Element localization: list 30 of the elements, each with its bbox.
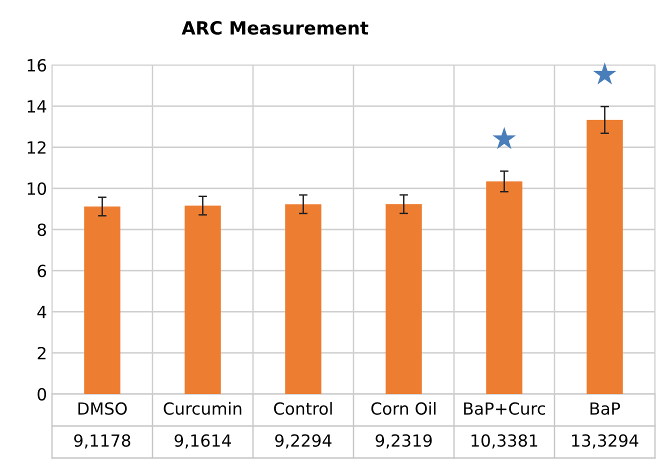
y-tick-label: 0: [38, 388, 46, 401]
y-tick-label: 10: [28, 182, 46, 195]
data-label: 9,1178: [74, 434, 130, 449]
data-label: 9,2294: [275, 434, 332, 449]
bar: [184, 206, 221, 394]
y-tick-label: 6: [38, 264, 46, 278]
y-tick-label: 16: [28, 58, 46, 72]
x-tick-label: DMSO: [78, 402, 127, 415]
y-tick-label: 14: [28, 100, 46, 112]
bar: [486, 181, 522, 394]
bar: [586, 120, 623, 394]
x-tick-label: Control: [274, 402, 332, 415]
data-label: 10,3381: [472, 434, 538, 449]
data-label: 9,2319: [376, 434, 432, 449]
bar: [285, 204, 322, 394]
bar: [84, 206, 120, 394]
annotation: ★: [492, 126, 516, 150]
x-tick-label: Corn Oil: [371, 402, 436, 415]
y-tick-label: 4: [37, 306, 46, 318]
data-label: 13,3294: [572, 434, 638, 449]
x-tick-label: BaP: [590, 402, 620, 415]
y-tick-label: 2: [38, 346, 46, 360]
data-label: 9,1614: [174, 434, 231, 449]
y-tick-label: 12: [28, 141, 46, 154]
y-tick-label: 8: [38, 223, 46, 236]
x-tick-label: Curcumin: [164, 402, 242, 415]
annotation: ★: [593, 62, 616, 85]
x-tick-label: BaP+Curc: [464, 402, 545, 415]
bar: [386, 204, 422, 394]
chart-title: ARC Measurement: [182, 21, 368, 35]
